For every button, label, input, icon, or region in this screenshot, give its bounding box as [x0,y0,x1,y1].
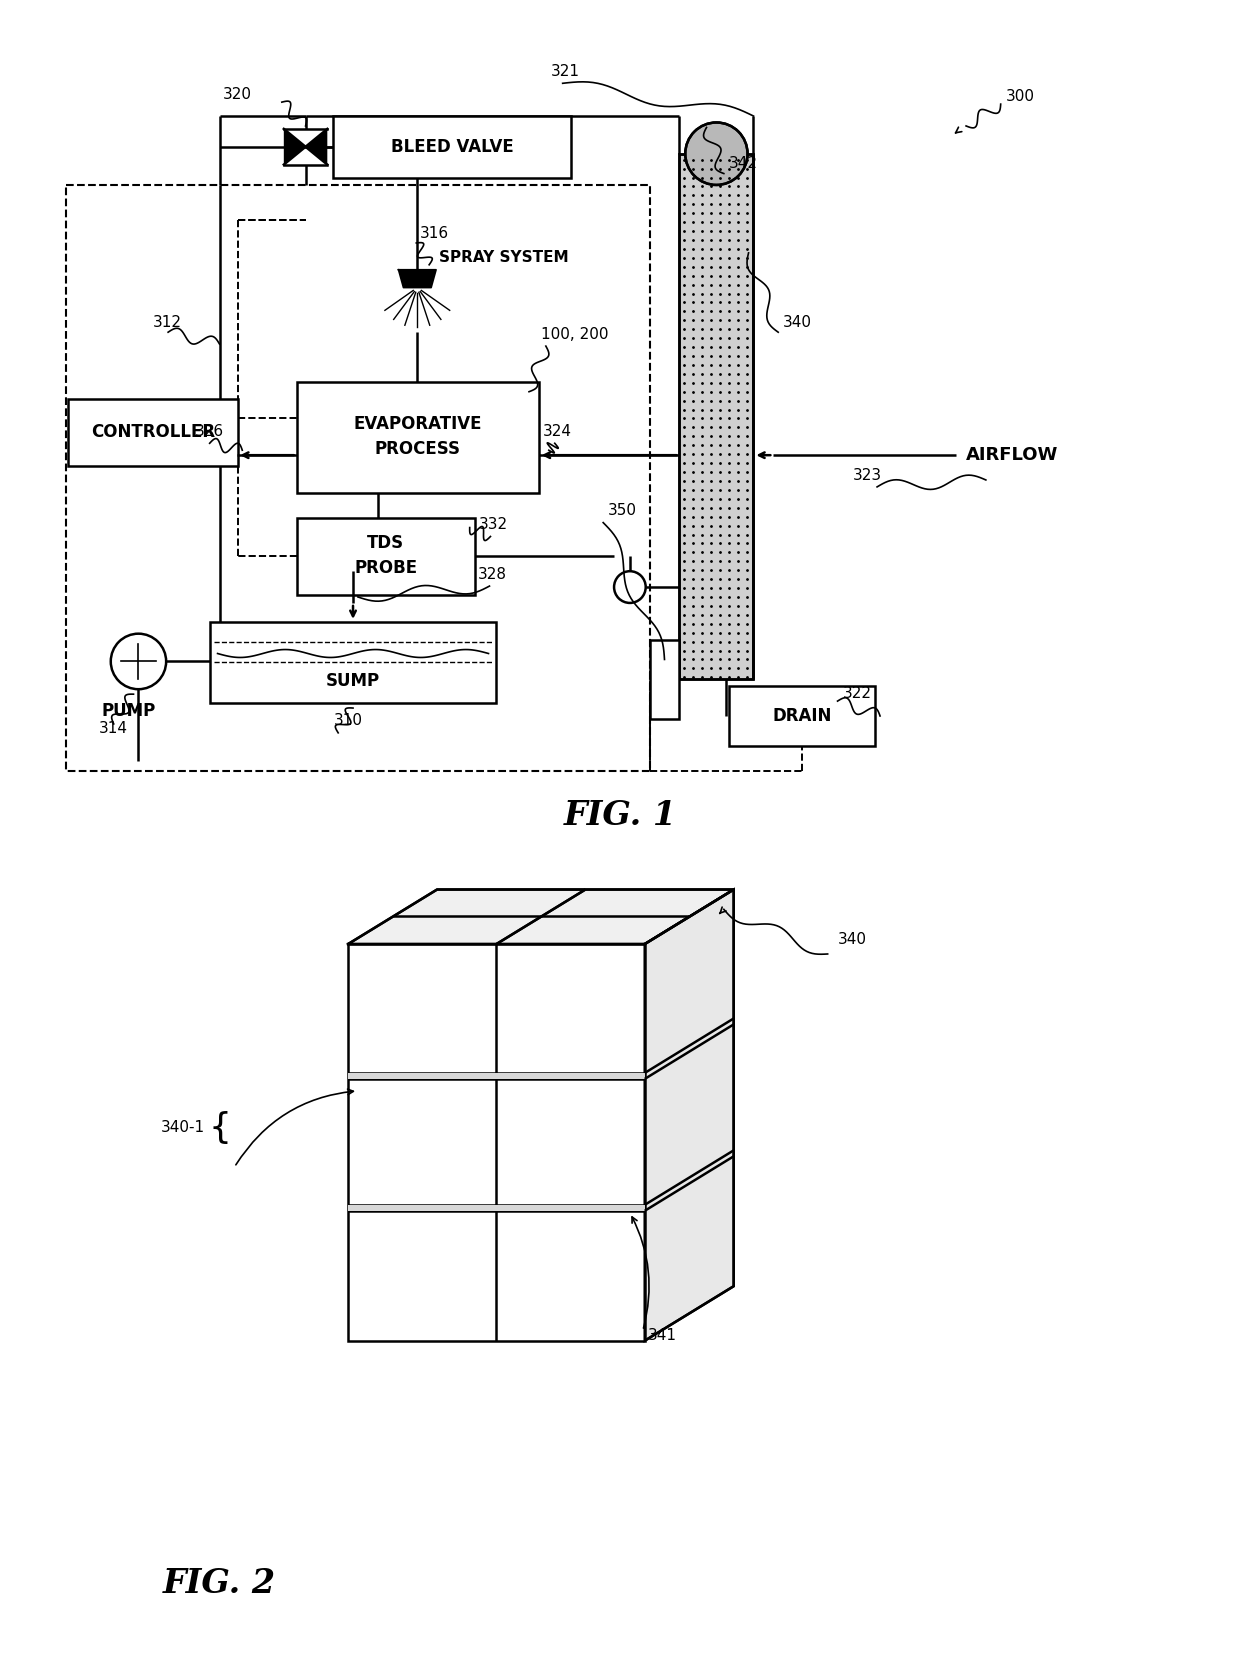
Text: 340-1: 340-1 [160,1120,205,1135]
Text: PUMP: PUMP [102,701,156,720]
Text: 320: 320 [223,87,252,102]
Bar [210,621,496,703]
Bar [348,1073,645,1080]
Polygon shape [348,890,734,945]
Text: 341: 341 [647,1328,677,1343]
Bar [680,153,754,680]
Text: SPRAY SYSTEM: SPRAY SYSTEM [439,250,569,265]
Text: TDS: TDS [367,535,404,553]
Text: 314: 314 [99,721,128,736]
Text: 100, 200: 100, 200 [541,327,609,342]
Text: 332: 332 [479,516,507,531]
Bar [66,185,650,771]
Bar [296,518,475,595]
Text: SUMP: SUMP [326,673,381,690]
Polygon shape [284,128,305,165]
Text: 300: 300 [1006,88,1034,103]
Text: FIG. 1: FIG. 1 [563,798,677,831]
Text: 324: 324 [543,423,572,438]
Text: 328: 328 [477,566,507,581]
Text: AIRFLOW: AIRFLOW [966,446,1059,465]
Text: {: { [208,1111,231,1145]
Bar [680,153,754,680]
Bar [650,640,680,720]
Text: 340: 340 [837,931,867,946]
Circle shape [686,123,748,185]
Text: 316: 316 [420,225,449,240]
Text: FIG. 2: FIG. 2 [162,1568,277,1599]
Text: EVAPORATIVE: EVAPORATIVE [353,415,482,433]
Text: 310: 310 [334,713,362,728]
Text: 342: 342 [729,157,758,172]
Text: CONTROLLER: CONTROLLER [92,423,216,441]
Text: 322: 322 [842,686,872,701]
Text: 350: 350 [608,503,637,518]
Polygon shape [305,128,327,165]
Text: DRAIN: DRAIN [773,706,832,725]
Bar [348,945,645,1341]
Text: PROCESS: PROCESS [374,440,461,458]
Bar [334,117,570,178]
Polygon shape [398,270,436,288]
Bar [68,398,238,466]
Bar [348,1205,645,1211]
Text: 323: 323 [852,468,882,483]
Text: PROBE: PROBE [355,560,417,576]
Text: 321: 321 [551,63,580,78]
Bar [296,382,539,493]
Text: BLEED VALVE: BLEED VALVE [391,138,513,155]
Polygon shape [645,890,734,1341]
Text: 326: 326 [195,423,224,438]
Text: 340: 340 [784,315,812,330]
Text: 312: 312 [154,315,182,330]
Bar [729,686,875,746]
